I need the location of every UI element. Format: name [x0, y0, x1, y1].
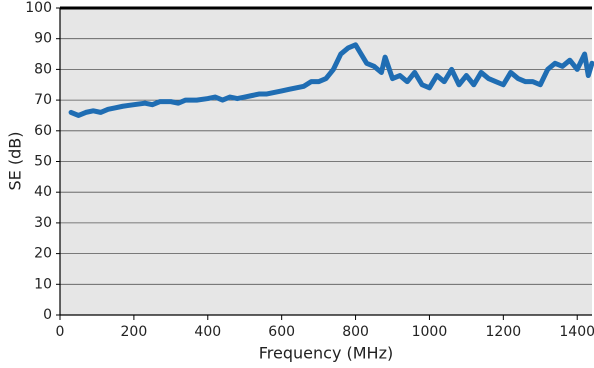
x-axis-title: Frequency (MHz)	[259, 344, 393, 363]
x-tick-label: 0	[56, 324, 65, 340]
x-tick-label: 1400	[559, 324, 594, 340]
y-tick-label: 70	[34, 92, 52, 108]
x-tick-label: 1000	[412, 324, 448, 340]
y-tick-label: 30	[34, 215, 52, 231]
y-tick-label: 80	[34, 61, 52, 77]
x-tick-label: 200	[121, 324, 148, 340]
x-tick-label: 400	[194, 324, 221, 340]
x-tick-label: 800	[342, 324, 369, 340]
y-tick-label: 100	[25, 0, 52, 16]
y-tick-label: 60	[34, 123, 52, 139]
y-tick-label: 90	[34, 31, 52, 47]
data-line	[68, 42, 594, 118]
y-tick-label: 10	[34, 276, 52, 292]
y-tick-label: 40	[34, 184, 52, 200]
y-axis-title: SE (dB)	[6, 132, 25, 191]
y-tick-label: 50	[34, 154, 52, 170]
y-tick-label: 0	[43, 307, 52, 323]
x-tick-label: 600	[268, 324, 295, 340]
y-tick-label: 20	[34, 246, 52, 262]
x-tick-label: 1200	[486, 324, 522, 340]
